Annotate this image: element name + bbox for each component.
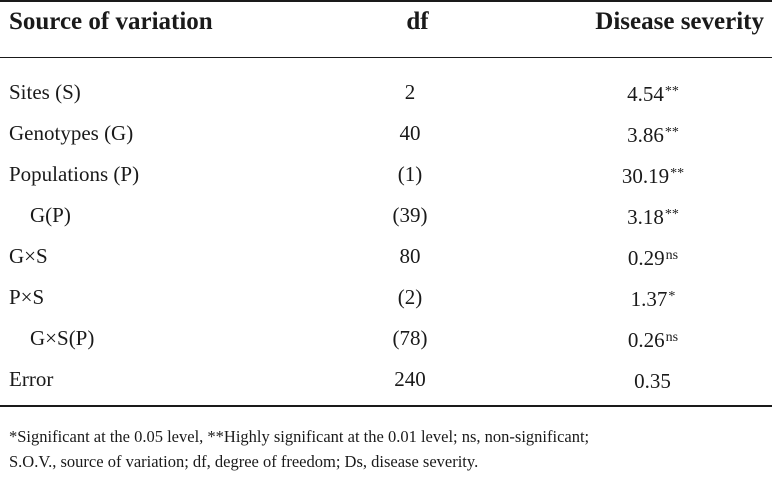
row-disease-severity: 3.86**	[598, 118, 708, 150]
table-row: Error 240 0.35	[0, 364, 772, 405]
header-rule	[0, 57, 772, 58]
table-row: G(P) (39) 3.18**	[0, 200, 772, 241]
table-footnote: *Significant at the 0.05 level, **Highly…	[9, 424, 759, 474]
header-disease-severity: Disease severity	[595, 8, 764, 35]
row-df: 80	[399, 244, 421, 268]
row-value: 3.86	[627, 123, 664, 147]
row-df: 2	[404, 80, 416, 104]
row-source: Genotypes (G)	[9, 121, 134, 145]
row-source: G×S	[9, 244, 48, 268]
header-df: df	[406, 8, 429, 35]
table-row: G×S(P) (78) 0.26ns	[0, 323, 772, 364]
row-disease-severity: 30.19**	[598, 159, 708, 191]
row-significance: ns	[665, 248, 679, 263]
row-disease-severity: 0.29ns	[598, 241, 708, 273]
row-df: (1)	[397, 162, 423, 186]
row-significance: **	[664, 207, 679, 222]
row-significance: **	[664, 84, 679, 99]
row-df: (2)	[397, 285, 423, 309]
table-row: Genotypes (G) 40 3.86**	[0, 118, 772, 159]
row-disease-severity: 4.54**	[598, 77, 708, 109]
table-bottom-rule	[0, 405, 772, 407]
footnote-line-1: *Significant at the 0.05 level, **Highly…	[9, 427, 590, 446]
row-value: 3.18	[627, 205, 664, 229]
row-source: Populations (P)	[9, 162, 140, 186]
row-significance: ns	[665, 330, 679, 345]
row-significance: *	[668, 289, 676, 304]
row-disease-severity: 0.35	[598, 364, 708, 396]
row-source: G(P)	[30, 203, 71, 227]
table-top-rule	[0, 0, 772, 2]
row-value: 4.54	[627, 82, 664, 106]
table-row: Populations (P) (1) 30.19**	[0, 159, 772, 200]
table-header: Source of variation df Disease severity	[0, 0, 772, 57]
row-source: G×S(P)	[30, 326, 95, 350]
row-source: Error	[9, 367, 54, 391]
row-value: 30.19	[621, 164, 670, 188]
row-disease-severity: 1.37*	[598, 282, 708, 314]
table-row: G×S 80 0.29ns	[0, 241, 772, 282]
row-df: (78)	[392, 326, 428, 350]
table-row: P×S (2) 1.37*	[0, 282, 772, 323]
row-significance: **	[670, 166, 685, 181]
row-df: 40	[399, 121, 421, 145]
row-df: 240	[394, 367, 426, 391]
row-df: (39)	[392, 203, 428, 227]
footnote-line-2: S.O.V., source of variation; df, degree …	[9, 452, 479, 471]
row-disease-severity: 0.26ns	[598, 323, 708, 355]
row-source: P×S	[9, 285, 45, 309]
row-significance: **	[664, 125, 679, 140]
row-disease-severity: 3.18**	[598, 200, 708, 232]
row-value: 0.35	[634, 369, 671, 393]
table-body: Sites (S) 2 4.54** Genotypes (G) 40 3.86…	[0, 77, 772, 405]
table-row: Sites (S) 2 4.54**	[0, 77, 772, 118]
row-value: 0.26	[627, 328, 665, 352]
row-value: 1.37	[630, 287, 668, 311]
row-source: Sites (S)	[9, 80, 81, 104]
row-value: 0.29	[627, 246, 665, 270]
header-source-of-variation: Source of variation	[9, 8, 213, 35]
